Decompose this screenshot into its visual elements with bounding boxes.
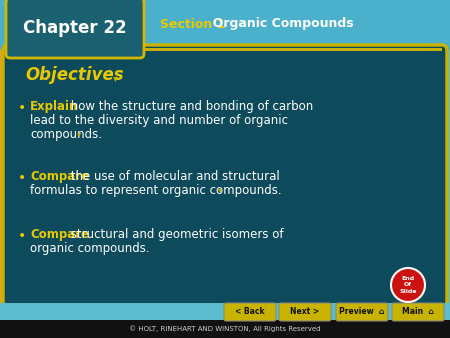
Text: organic compounds.: organic compounds. — [30, 242, 149, 255]
Text: < Back: < Back — [235, 308, 265, 316]
FancyBboxPatch shape — [279, 303, 331, 321]
Bar — [0, 0, 8, 338]
Text: Compare: Compare — [30, 170, 89, 183]
Text: Main  ⌂: Main ⌂ — [402, 308, 434, 316]
Text: Chapter 22: Chapter 22 — [23, 19, 127, 37]
Text: Organic Compounds: Organic Compounds — [204, 18, 354, 30]
Text: Objectives: Objectives — [25, 66, 124, 84]
FancyBboxPatch shape — [224, 303, 276, 321]
Text: the use of molecular and structural: the use of molecular and structural — [67, 170, 280, 183]
Bar — [0, 303, 450, 323]
Text: Preview  ⌂: Preview ⌂ — [339, 308, 385, 316]
Text: ▾: ▾ — [218, 185, 222, 194]
FancyBboxPatch shape — [6, 0, 144, 58]
Text: End
Of
Slide: End Of Slide — [399, 276, 417, 294]
Text: ▾: ▾ — [113, 73, 118, 83]
Text: Compare: Compare — [30, 228, 89, 241]
Bar — [8, 48, 442, 50]
FancyBboxPatch shape — [336, 303, 388, 321]
Text: how the structure and bonding of carbon: how the structure and bonding of carbon — [67, 100, 313, 113]
Text: formulas to represent organic compounds.: formulas to represent organic compounds. — [30, 184, 282, 197]
Circle shape — [391, 268, 425, 302]
Text: Next >: Next > — [290, 308, 320, 316]
Text: Explain: Explain — [30, 100, 78, 113]
FancyBboxPatch shape — [3, 45, 447, 318]
Text: Section 1: Section 1 — [160, 18, 225, 30]
Bar — [0, 320, 450, 338]
Text: structural and geometric isomers of: structural and geometric isomers of — [67, 228, 284, 241]
Bar — [0, 0, 450, 50]
Text: •: • — [18, 101, 26, 115]
Text: © HOLT, RINEHART AND WINSTON, All Rights Reserved: © HOLT, RINEHART AND WINSTON, All Rights… — [129, 326, 321, 332]
Text: •: • — [18, 229, 26, 243]
Text: compounds.: compounds. — [30, 128, 102, 141]
FancyBboxPatch shape — [392, 303, 444, 321]
Text: lead to the diversity and number of organic: lead to the diversity and number of orga… — [30, 114, 288, 127]
Text: •: • — [18, 171, 26, 185]
Text: ▾: ▾ — [77, 129, 81, 138]
